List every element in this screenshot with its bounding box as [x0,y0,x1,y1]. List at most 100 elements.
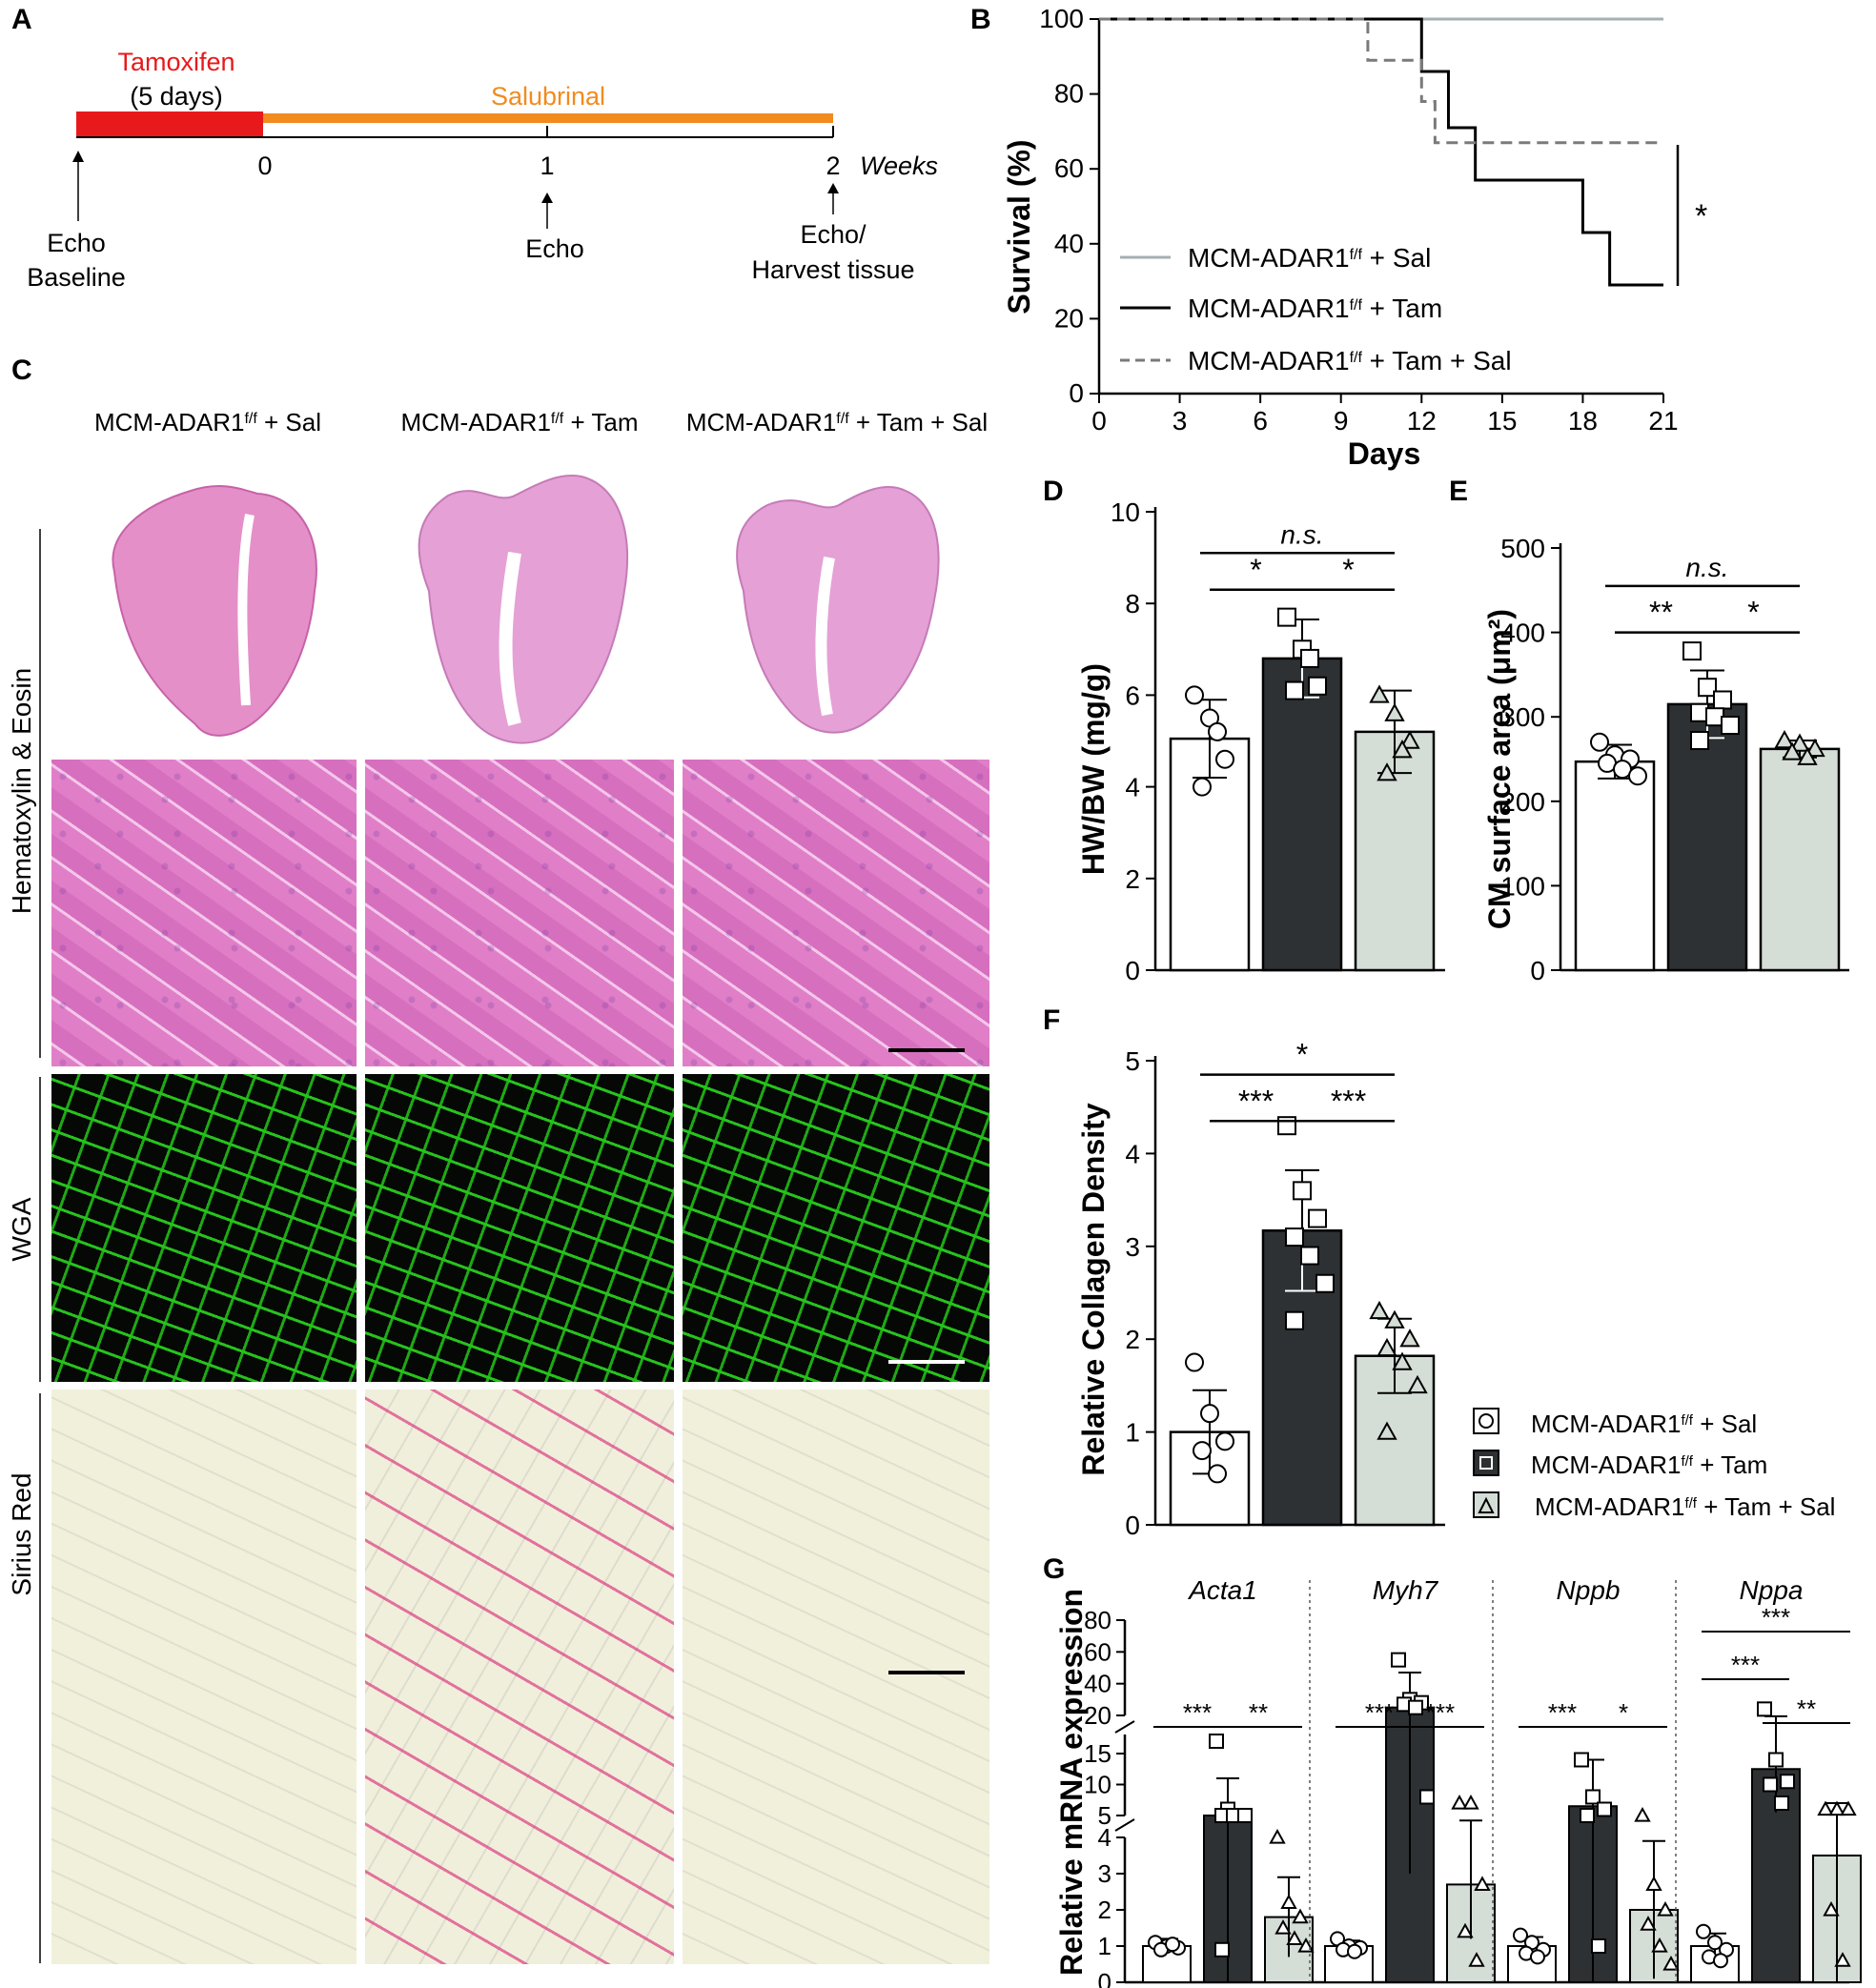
hwbw-data-point [1369,684,1390,703]
mrna-y-tick-label: 2 [1098,1896,1111,1924]
cm-area-y-tick-label: 0 [1530,956,1545,985]
mrna-data-point [1347,1943,1362,1959]
mrna-data-point [1580,1808,1595,1823]
mrna-data-point [1574,1752,1589,1768]
collagen-data-point [1208,1464,1227,1484]
heart-tamsal [736,486,940,734]
cm-area-data-point [1682,641,1702,661]
mrna-data-point [1768,1752,1784,1768]
hwbw-data-point [1384,702,1405,721]
collagen-data-point [1392,1351,1413,1370]
panel-letter-c: C [11,355,32,386]
collagen-data-point [1293,1181,1312,1201]
echo-week1-label: Echo [525,234,584,263]
mrna-gene-label: Acta1 [1187,1575,1257,1605]
cm-area-data-point [1774,729,1795,749]
hwbw-data-point [1215,749,1234,769]
cm-area-data-point [1797,746,1818,765]
mrna-data-point [1451,1794,1468,1810]
panel-letter-f: F [1043,1004,1060,1036]
wga-micrograph-sal [51,1074,357,1382]
survival-y-tick-label: 100 [1039,4,1084,33]
legend-label-tamsal: MCM-ADAR1f/f + Tam + Sal [1535,1492,1835,1521]
collagen-ylabel: Relative Collagen Density [1076,1103,1111,1475]
echo-baseline-line2: Baseline [27,263,126,292]
mrna-data-point [1419,1789,1435,1805]
mrna-data-point [1214,1941,1230,1958]
mrna-data-point [1408,1699,1423,1715]
mrna-data-point [1651,1937,1668,1953]
hwbw-data-point [1399,730,1420,749]
collagen-significance-label: * [1296,1038,1308,1072]
collagen-significance-label: *** [1331,1084,1366,1118]
survival-y-tick-label: 40 [1054,229,1084,258]
legend-marker-circle [1478,1413,1494,1429]
mrna-y-tick-label: 80 [1084,1606,1111,1634]
survival-legend: MCM-ADAR1f/f + Sal MCM-ADAR1f/f + Tam MC… [1120,243,1512,375]
mrna-data-point [1657,1900,1674,1917]
mrna-data-point [1597,1801,1612,1817]
survival-y-tick-label: 60 [1054,153,1084,183]
mrna-data-point [1823,1900,1840,1917]
collagen-y-tick-label: 0 [1125,1511,1140,1540]
mrna-data-point [1817,1800,1834,1816]
cm-area-data-point [1782,741,1803,761]
timeline-tick-label-2: 2 [826,152,840,180]
mrna-data-point [1391,1652,1406,1668]
survival-y-tick-label: 20 [1054,303,1084,333]
timeline-tick-label-1: 1 [540,152,554,180]
weeks-label: Weeks [860,152,938,180]
panel-letter-g: G [1043,1553,1065,1585]
cm-area-chart: CM surface area (μm²) [1482,609,1517,929]
mrna-gene-label: Myh7 [1373,1575,1439,1605]
mrna-data-point [1757,1701,1772,1717]
cm-area-y-tick-label: 200 [1500,787,1545,817]
mrna-data-point [1780,1774,1795,1790]
legend-label-tam: MCM-ADAR1f/f + Tam [1531,1450,1767,1479]
survival-x-tick-label: 18 [1568,406,1598,436]
survival-legend-label-sal: MCM-ADAR1f/f + Sal [1188,243,1431,273]
mrna-data-point [1269,1828,1286,1844]
heart-sal [112,485,317,737]
legend-swatch-sal [1473,1408,1499,1434]
mrna-significance-label: *** [1365,1698,1394,1727]
hwbw-data-point [1392,740,1413,759]
cm-area-data-point [1690,731,1709,751]
panel-letter-d: D [1043,476,1064,507]
survival-legend-label-tamsal: MCM-ADAR1f/f + Tam + Sal [1188,346,1512,375]
collagen-data-point [1200,1404,1219,1424]
hwbw-data-point [1285,680,1304,700]
survival-x-tick-label: 12 [1407,406,1437,436]
hwbw-data-point [1308,676,1327,696]
cm-area-y-tick-label: 500 [1500,534,1545,563]
panel-letter-a: A [11,4,32,35]
mrna-y-tick-label: 4 [1098,1823,1111,1852]
survival-x-tick-label: 21 [1648,406,1678,436]
collagen-y-tick-label: 3 [1125,1232,1140,1262]
mrna-gene-label: Nppb [1557,1575,1621,1605]
mrna-y-tick-label: 3 [1098,1859,1111,1888]
mrna-data-point [1591,1938,1606,1954]
survival-y-tick-label: 0 [1069,378,1084,408]
cm-area-ylabel: CM surface area (μm²) [1482,609,1517,929]
mrna-y-tick-label: 40 [1084,1670,1111,1698]
legend-marker-square [1479,1456,1493,1470]
hwbw-y-tick-label: 2 [1125,864,1140,894]
arrowhead-baseline [72,151,84,162]
mrna-data-point [1462,1794,1479,1810]
collagen-data-point [1285,1227,1304,1248]
cm-area-data-point [1805,738,1825,758]
hwbw-significance-label: * [1250,553,1261,587]
hwbw-y-tick-label: 8 [1125,589,1140,619]
mrna-data-point [1468,1952,1485,1967]
hwbw-y-tick-label: 4 [1125,773,1140,802]
mrna-data-point [1474,1876,1491,1891]
wga-micrograph-tam [365,1074,674,1382]
cm-area-bar [1759,747,1841,972]
survival-significance: * [1695,198,1707,234]
heart-sal-lumen [237,514,255,706]
mrna-gene-label: Nppa [1740,1575,1804,1605]
hwbw-y-tick-label: 10 [1111,497,1140,527]
echo-harvest-line1: Echo/ [800,220,867,249]
